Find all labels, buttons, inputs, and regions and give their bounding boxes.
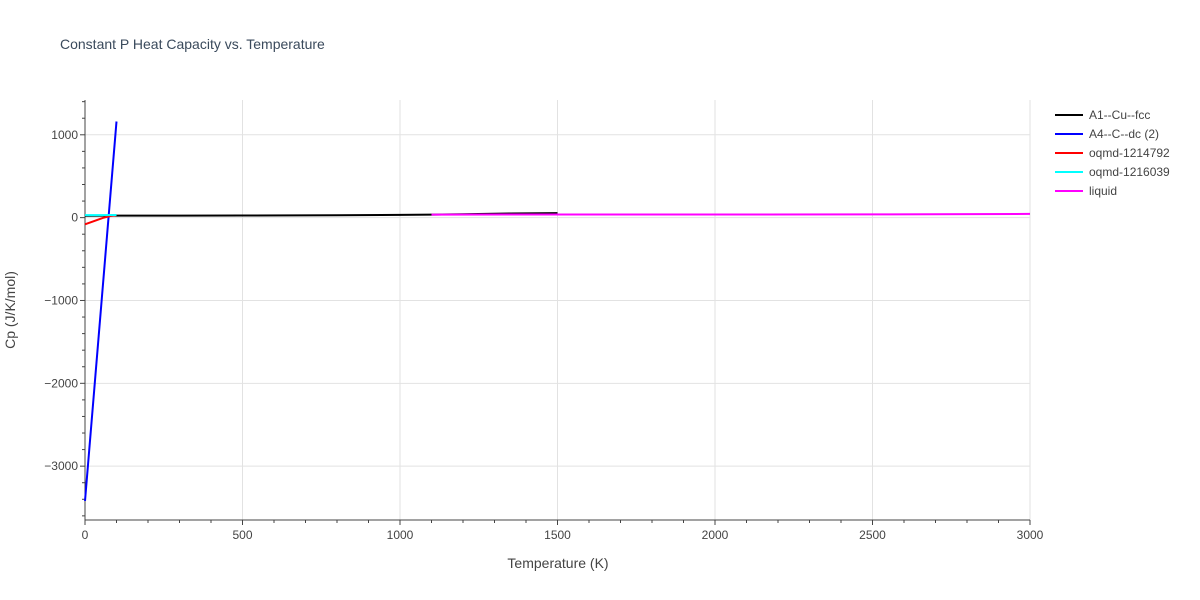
grid-layer xyxy=(85,100,1031,520)
x-tick-label: 0 xyxy=(82,528,89,542)
legend-label: liquid xyxy=(1089,184,1117,198)
series-layer xyxy=(84,121,1031,501)
x-axis-title: Temperature (K) xyxy=(507,555,608,571)
y-tick-label: −2000 xyxy=(44,376,78,390)
x-tick-label: 500 xyxy=(232,528,252,542)
series-line-a4-c-dc-2 xyxy=(84,121,118,501)
y-axis-title: Cp (J/K/mol) xyxy=(2,271,18,349)
y-tick-label: 1000 xyxy=(51,128,78,142)
x-tick-label: 2000 xyxy=(702,528,729,542)
x-tick-label: 1000 xyxy=(387,528,414,542)
legend-label: oqmd-1214792 xyxy=(1089,146,1170,160)
legend-item[interactable]: oqmd-1216039 xyxy=(1055,165,1170,179)
axis-layer: 0 500 1000 1500 2000 2500 3000 1000 0 −1000 −2000 −… xyxy=(44,100,1044,542)
chart-title: Constant P Heat Capacity vs. Temperature xyxy=(60,36,325,52)
legend-item[interactable]: oqmd-1214792 xyxy=(1055,146,1170,160)
legend-item[interactable]: liquid xyxy=(1055,184,1117,198)
series-line-liquid xyxy=(431,212,1031,216)
legend-item[interactable]: A4--C--dc (2) xyxy=(1055,127,1159,141)
legend-item[interactable]: A1--Cu--fcc xyxy=(1055,108,1150,122)
y-tick-label: −3000 xyxy=(44,459,78,473)
x-tick-label: 2500 xyxy=(859,528,886,542)
y-tick-label: −1000 xyxy=(44,293,78,307)
x-tick-label: 1500 xyxy=(544,528,571,542)
x-tick-label: 3000 xyxy=(1017,528,1044,542)
legend-label: A4--C--dc (2) xyxy=(1089,127,1159,141)
legend[interactable]: A1--Cu--fcc A4--C--dc (2) oqmd-1214792 oqmd… xyxy=(1055,108,1170,198)
legend-label: oqmd-1216039 xyxy=(1089,165,1170,179)
legend-label: A1--Cu--fcc xyxy=(1089,108,1150,122)
y-tick-label: 0 xyxy=(71,211,78,225)
